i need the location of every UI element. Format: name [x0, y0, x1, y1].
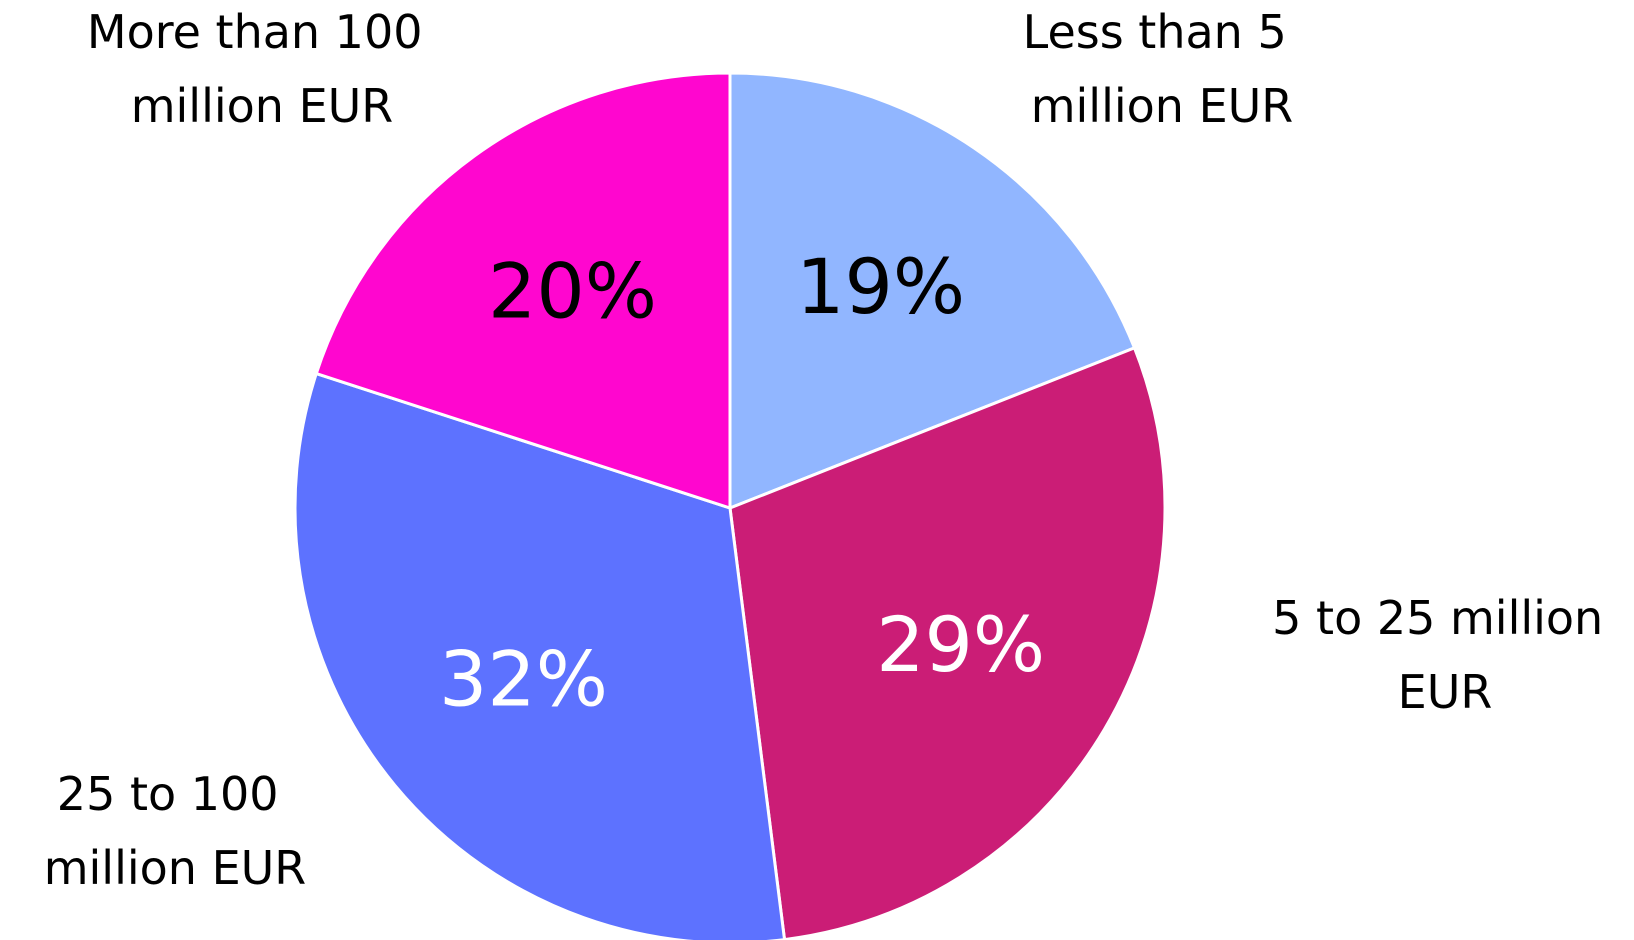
- category-label-less-than-5: Less than 5 million EUR: [1023, 5, 1302, 133]
- percentage-label-2: 32%: [439, 634, 608, 723]
- pie-slice-1: [728, 346, 1167, 940]
- pie-slice-0: [728, 71, 1136, 510]
- percentage-label-0: 19%: [796, 242, 965, 331]
- pie-slices: [293, 71, 1167, 940]
- pie-slice-3: [314, 71, 732, 510]
- pie-slice-2: [293, 372, 787, 940]
- percentage-label-1: 29%: [876, 600, 1045, 689]
- percentage-labels: 19% 29% 32% 20%: [439, 242, 1045, 723]
- category-label-25-to-100: 25 to 100 million EUR: [44, 767, 307, 895]
- percentage-label-3: 20%: [488, 247, 657, 336]
- category-label-5-to-25: 5 to 25 million EUR: [1272, 591, 1618, 719]
- category-label-more-than-100: More than 100 million EUR: [87, 5, 437, 133]
